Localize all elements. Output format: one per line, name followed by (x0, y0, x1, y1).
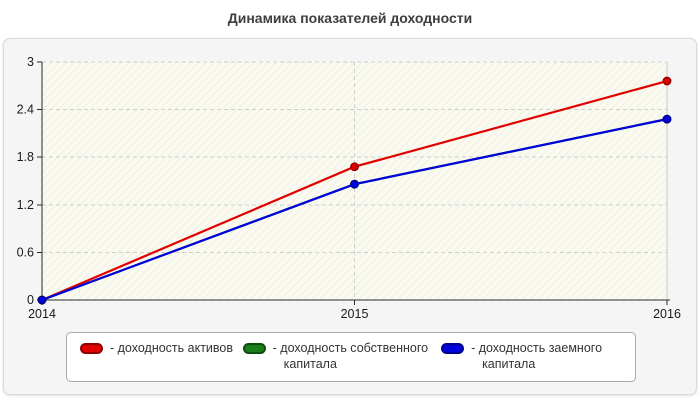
profitability-chart: 0 0.6 1.2 1.8 2.4 3 2014 2015 2016 (17, 55, 681, 321)
chart-legend: - доходность активов - доходность собстве… (66, 332, 636, 382)
y-tick-label: 0.6 (17, 245, 34, 259)
y-tick-label: 3 (27, 55, 34, 69)
data-point (662, 76, 672, 86)
x-tick-label: 2015 (341, 307, 369, 321)
legend-swatch (242, 343, 266, 354)
x-tick-label: 2016 (653, 307, 681, 321)
chart-panel: 0 0.6 1.2 1.8 2.4 3 2014 2015 2016 - доходность … (3, 38, 697, 395)
chart-title: Динамика показателей доходности (227, 10, 473, 26)
legend-item-label: - доходность активов (110, 341, 233, 355)
y-tick-label: 0 (27, 293, 34, 307)
legend-swatch (80, 343, 103, 354)
legend-item: - доходность активов (80, 341, 243, 357)
legend-swatch (441, 343, 465, 354)
legend-item-label: - доходность заемного капитала (471, 341, 603, 371)
data-point (37, 295, 47, 305)
data-point (350, 162, 359, 172)
y-tick-label: 1.8 (17, 150, 34, 164)
legend-item-label: - доходность собственного капитала (272, 341, 429, 371)
y-tick-label: 1.2 (17, 198, 34, 212)
x-tick-label: 2014 (28, 307, 56, 321)
axes: 0 0.6 1.2 1.8 2.4 3 2014 2015 2016 (17, 55, 681, 321)
y-tick-label: 2.4 (17, 103, 34, 117)
legend-item: - доходность заемного капитала (441, 341, 631, 372)
data-point (662, 114, 672, 124)
series-доходность-заемного-капитала (37, 114, 672, 305)
data-point (350, 179, 359, 189)
legend-item: - доходность собственного капитала (242, 341, 441, 372)
